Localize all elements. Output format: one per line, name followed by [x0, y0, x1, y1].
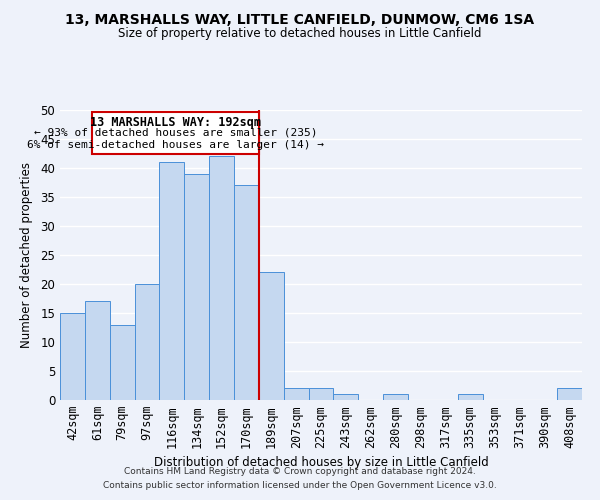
Bar	[383, 394, 408, 400]
Bar	[334, 394, 358, 400]
Bar	[308, 388, 334, 400]
Text: Contains public sector information licensed under the Open Government Licence v3: Contains public sector information licen…	[103, 481, 497, 490]
FancyBboxPatch shape	[92, 112, 259, 154]
Bar	[134, 284, 160, 400]
Text: 13, MARSHALLS WAY, LITTLE CANFIELD, DUNMOW, CM6 1SA: 13, MARSHALLS WAY, LITTLE CANFIELD, DUNM…	[65, 12, 535, 26]
Text: Contains HM Land Registry data © Crown copyright and database right 2024.: Contains HM Land Registry data © Crown c…	[124, 467, 476, 476]
Y-axis label: Number of detached properties: Number of detached properties	[20, 162, 34, 348]
Bar	[259, 272, 284, 400]
Bar	[110, 324, 134, 400]
Bar	[284, 388, 308, 400]
Bar	[557, 388, 582, 400]
Text: ← 93% of detached houses are smaller (235): ← 93% of detached houses are smaller (23…	[34, 128, 317, 138]
Text: 6% of semi-detached houses are larger (14) →: 6% of semi-detached houses are larger (1…	[27, 140, 324, 149]
X-axis label: Distribution of detached houses by size in Little Canfield: Distribution of detached houses by size …	[154, 456, 488, 469]
Bar	[184, 174, 209, 400]
Bar	[60, 313, 85, 400]
Text: Size of property relative to detached houses in Little Canfield: Size of property relative to detached ho…	[118, 28, 482, 40]
Bar	[234, 186, 259, 400]
Text: 13 MARSHALLS WAY: 192sqm: 13 MARSHALLS WAY: 192sqm	[90, 116, 261, 130]
Bar	[458, 394, 482, 400]
Bar	[160, 162, 184, 400]
Bar	[85, 302, 110, 400]
Bar	[209, 156, 234, 400]
